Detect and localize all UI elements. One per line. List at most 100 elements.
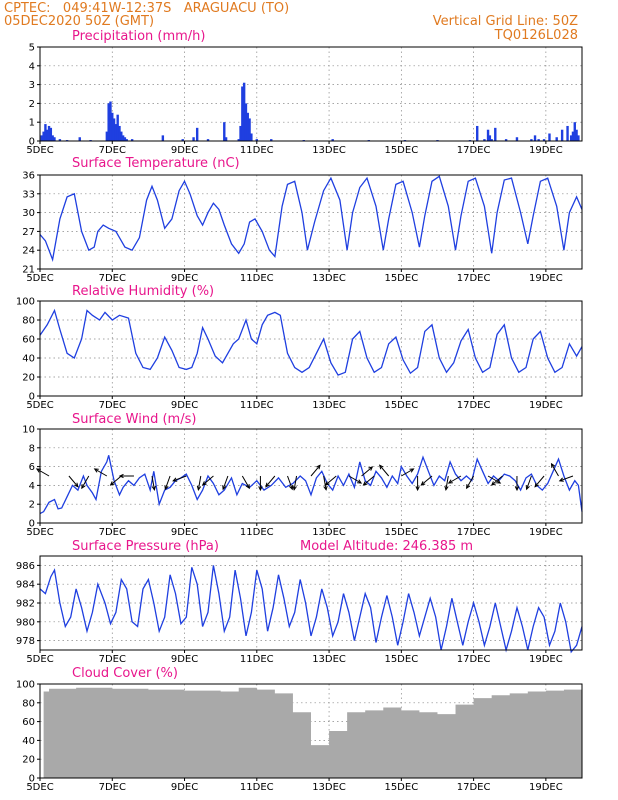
wind-arrow — [420, 475, 433, 486]
x-tick-label: 15DEC — [384, 782, 418, 793]
x-tick-label: 5DEC — [26, 273, 53, 284]
y-tick-label: 27 — [22, 227, 35, 238]
wind-arrow — [401, 468, 415, 477]
precip-bar — [120, 131, 123, 141]
y-tick-label: 5 — [29, 43, 35, 54]
pressure-title: Surface Pressure (hPa) — [72, 539, 219, 554]
x-tick-label: 11DEC — [240, 273, 274, 284]
y-tick-label: 30 — [22, 208, 35, 219]
y-tick-label: 980 — [16, 617, 35, 628]
precip-bar — [49, 127, 53, 141]
x-tick-label: 17DEC — [457, 654, 491, 665]
humidity-title: Relative Humidity (%) — [72, 284, 214, 299]
wind-arrow — [550, 462, 559, 477]
wind-arrow — [258, 476, 263, 492]
precip-bar — [476, 125, 479, 141]
humidity-line — [39, 308, 583, 376]
y-tick-label: 0 — [29, 774, 35, 785]
x-tick-label: 15DEC — [384, 400, 418, 411]
cloud-cover-panel: 0 20 40 60 80 100 5DEC 7DEC 9DEC 11DEC 13DEC 15DEC 1… — [16, 680, 583, 793]
x-tick-label: 17DEC — [457, 273, 491, 284]
y-tick-label: 4 — [29, 481, 35, 492]
precip-bar — [270, 139, 273, 141]
precip-bar — [242, 82, 246, 141]
wind-arrow — [310, 464, 321, 477]
precip-bar — [58, 139, 62, 141]
wind-arrow — [241, 475, 250, 490]
precip-bar — [515, 137, 519, 141]
precip-bar — [46, 129, 49, 141]
cloud-cover-title: Cloud Cover (%) — [72, 666, 178, 681]
precip-bar — [575, 129, 578, 141]
precip-bar — [206, 139, 210, 141]
precip-bar — [47, 125, 51, 141]
precip-bar — [573, 122, 576, 141]
y-tick-label: 10 — [22, 425, 35, 436]
x-tick-label: 7DEC — [99, 527, 126, 538]
wind-arrow — [81, 475, 90, 490]
temperature-frame — [39, 174, 583, 270]
wind-arrow — [490, 475, 503, 486]
wind-arrow — [151, 475, 156, 491]
y-tick-label: 40 — [22, 736, 35, 747]
wind-arrow — [378, 464, 390, 477]
y-tick-label: 984 — [16, 580, 35, 591]
wind-panel: 0 2 4 6 8 10 5DEC 7DEC 9DEC 11DEC 13DEC 15DEC 17DEC 1… — [22, 425, 583, 538]
precip-bar — [504, 139, 508, 141]
precip-bar — [116, 114, 119, 141]
precip-bar — [331, 139, 334, 141]
humidity-frame — [39, 300, 583, 397]
x-tick-label: 5DEC — [26, 400, 53, 411]
y-tick-label: 40 — [22, 354, 35, 365]
wind-arrow — [172, 475, 187, 482]
y-tick-label: 100 — [16, 680, 35, 691]
y-tick-label: 0 — [29, 137, 35, 148]
precip-bar — [548, 133, 551, 141]
x-tick-label: 19DEC — [529, 782, 563, 793]
x-tick-label: 13DEC — [312, 145, 346, 156]
x-tick-label: 19DEC — [529, 654, 563, 665]
wind-arrow — [201, 475, 214, 486]
wind-arrow — [265, 475, 276, 488]
precip-bar — [109, 101, 112, 141]
precip-bar — [125, 139, 128, 141]
x-tick-label: 9DEC — [171, 273, 198, 284]
precip-bar — [121, 135, 125, 141]
plot-panels: 0 1 2 3 4 5 5DEC 7DEC 9DEC 11DEC 13DEC 15DEC 17DEC 19… — [16, 43, 583, 793]
y-tick-label: 1 — [29, 118, 35, 129]
x-tick-label: 9DEC — [171, 400, 198, 411]
precip-bar — [123, 137, 127, 141]
precip-bar — [486, 129, 490, 141]
precip-bar — [566, 125, 569, 141]
wind-arrow — [118, 473, 134, 479]
x-tick-label: 17DEC — [457, 145, 491, 156]
cloud-cover-area — [43, 687, 582, 778]
model-code: TQ0126L028 — [494, 28, 578, 43]
precip-bar — [161, 135, 165, 141]
wind-title: Surface Wind (m/s) — [72, 412, 196, 427]
wind-arrow — [222, 475, 229, 491]
x-tick-label: 7DEC — [99, 400, 126, 411]
y-tick-label: 36 — [22, 171, 35, 182]
precip-bar — [224, 137, 228, 141]
x-tick-label: 13DEC — [312, 654, 346, 665]
wind-arrow — [362, 475, 375, 486]
wind-arrow — [444, 475, 449, 491]
precip-bar — [42, 131, 45, 141]
y-tick-label: 0 — [29, 392, 35, 403]
temperature-title: Surface Temperature (nC) — [72, 156, 240, 171]
precip-bar — [114, 124, 118, 141]
precip-bar — [78, 137, 81, 141]
precip-bar — [53, 137, 56, 141]
y-tick-label: 21 — [22, 265, 35, 276]
x-tick-label: 13DEC — [312, 782, 346, 793]
x-tick-label: 19DEC — [529, 273, 563, 284]
x-tick-label: 9DEC — [171, 527, 198, 538]
precip-bar — [542, 139, 546, 141]
y-tick-label: 80 — [22, 698, 35, 709]
cloud-cover-frame — [39, 683, 583, 779]
x-tick-label: 17DEC — [457, 527, 491, 538]
precip-bar — [130, 139, 134, 141]
x-tick-label: 13DEC — [312, 273, 346, 284]
